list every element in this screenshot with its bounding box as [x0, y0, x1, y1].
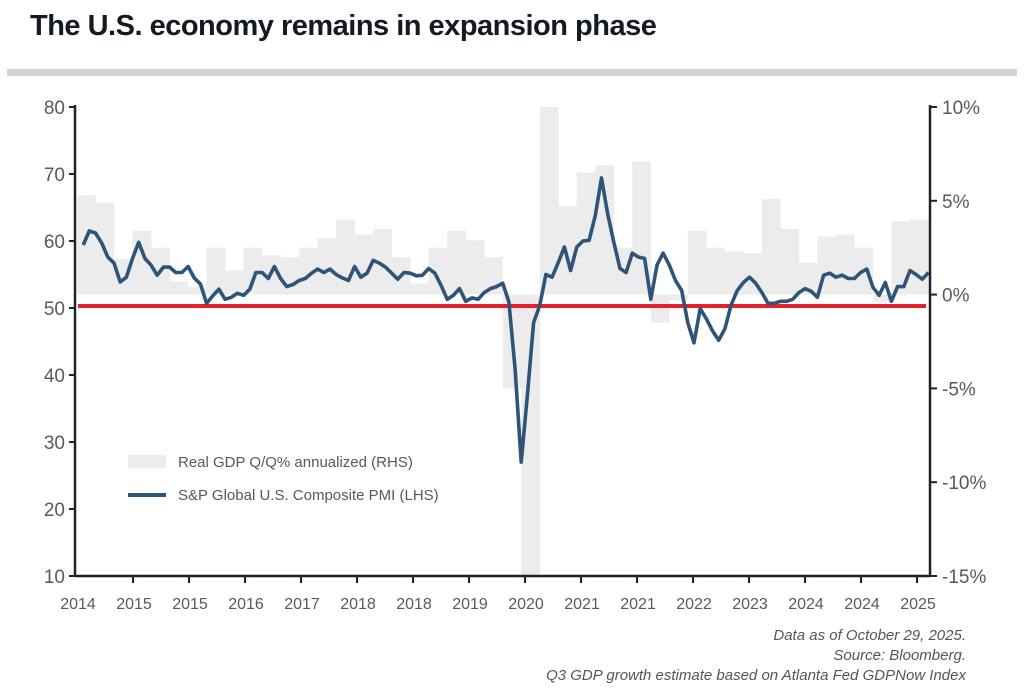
gdp-bar	[798, 262, 818, 295]
x-tick-label: 2021	[620, 596, 656, 613]
left-tick-label: 10	[44, 567, 65, 588]
right-tick-label: 0%	[942, 286, 970, 307]
footnote-gdpnow: Q3 GDP growth estimate based on Atlanta …	[546, 667, 966, 684]
legend: Real GDP Q/Q% annualized (RHS) S&P Globa…	[128, 454, 439, 504]
gdp-bar	[539, 107, 559, 295]
legend-swatch-gdp	[128, 455, 166, 468]
gdp-bar	[558, 206, 578, 295]
axes: 80 70 60 50 40 30 20 10 10% 5% 0% -5% -10% -15% 2014 20…	[44, 98, 987, 613]
x-tick-label: 2014	[60, 596, 96, 613]
gdp-bar	[373, 228, 392, 295]
gdp-bar	[410, 283, 429, 295]
gdp-bar	[206, 247, 226, 295]
gdp-bar	[687, 230, 707, 295]
gdp-bar	[336, 219, 355, 295]
gdp-bar	[428, 247, 448, 295]
left-tick-label: 50	[44, 299, 65, 320]
gdp-bar	[780, 228, 800, 295]
right-tick-label: 5%	[942, 192, 970, 213]
gdp-bar	[243, 247, 263, 295]
left-tick-label: 30	[44, 433, 65, 454]
x-tick-label: 2015	[172, 596, 208, 613]
title-divider	[7, 69, 1017, 76]
gdp-bars	[77, 107, 929, 576]
gdp-bar	[724, 251, 744, 295]
x-tick-label: 2017	[284, 596, 320, 613]
gdp-bar	[706, 247, 726, 295]
right-tick-label: 10%	[942, 98, 980, 119]
x-tick-label: 2021	[564, 596, 600, 613]
gdp-bar	[521, 294, 541, 576]
x-tick-label: 2025	[900, 596, 936, 613]
gdp-bar	[465, 240, 485, 295]
x-tick-label: 2020	[508, 596, 544, 613]
gdp-bar	[835, 234, 855, 295]
gdp-bar	[891, 221, 911, 295]
gdp-bar	[761, 198, 781, 295]
gdp-bar	[669, 294, 689, 301]
x-tick-label: 2024	[844, 596, 880, 613]
gdp-bar	[447, 230, 467, 295]
x-tick-label: 2018	[340, 596, 376, 613]
gdp-bar	[354, 234, 374, 295]
footnotes: Data as of October 29, 2025. Source: Blo…	[546, 626, 966, 686]
gdp-bar	[280, 257, 300, 295]
x-tick-label: 2024	[788, 596, 824, 613]
x-tick-label: 2016	[228, 596, 264, 613]
x-tick-label: 2015	[116, 596, 152, 613]
gdp-bar	[77, 195, 96, 295]
x-tick-label: 2023	[732, 596, 768, 613]
gdp-bar	[909, 219, 929, 295]
x-tick-label: 2018	[396, 596, 432, 613]
footnote-data-date: Data as of October 29, 2025.	[773, 627, 966, 644]
right-tick-label: -5%	[942, 379, 976, 400]
gdp-bar	[188, 287, 207, 295]
chart-title: The U.S. economy remains in expansion ph…	[30, 10, 657, 42]
left-tick-label: 60	[44, 232, 65, 253]
left-tick-label: 80	[44, 98, 65, 119]
legend-label-gdp: Real GDP Q/Q% annualized (RHS)	[178, 454, 413, 471]
left-tick-label: 40	[44, 366, 65, 387]
x-tick-label: 2019	[452, 596, 488, 613]
pmi-line	[81, 176, 930, 464]
left-tick-label: 70	[44, 165, 65, 186]
gdp-bar	[650, 294, 670, 323]
legend-label-pmi: S&P Global U.S. Composite PMI (LHS)	[178, 487, 439, 504]
left-tick-label: 20	[44, 500, 65, 521]
right-tick-label: -10%	[942, 473, 986, 494]
footnote-source: Source: Bloomberg.	[833, 647, 966, 664]
gdp-bar	[576, 172, 596, 295]
gdp-bar	[225, 270, 244, 295]
gdp-bar	[872, 294, 892, 303]
gdp-bar	[299, 247, 318, 295]
right-tick-label: -15%	[942, 567, 986, 588]
gdp-bar	[169, 281, 189, 295]
gdp-bar	[317, 238, 337, 295]
x-tick-label: 2022	[676, 596, 712, 613]
